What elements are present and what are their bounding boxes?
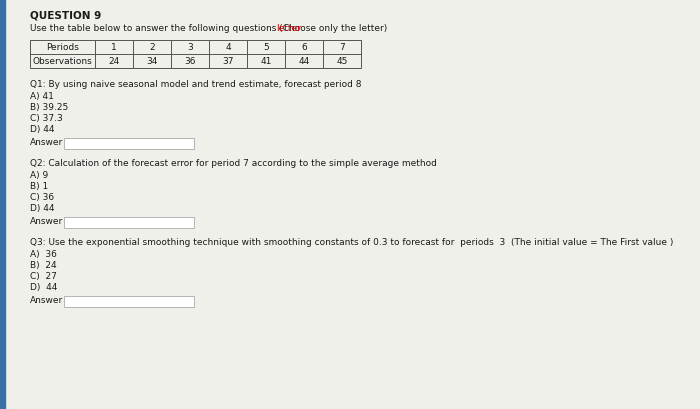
Text: 37: 37 — [223, 56, 234, 65]
Text: Q3: Use the exponential smoothing technique with smoothing constants of 0.3 to f: Q3: Use the exponential smoothing techni… — [30, 238, 673, 247]
Text: 4: 4 — [225, 43, 231, 52]
Text: 36: 36 — [184, 56, 196, 65]
Text: B) 1: B) 1 — [30, 182, 48, 191]
Text: 34: 34 — [146, 56, 158, 65]
Text: C) 37.3: C) 37.3 — [30, 114, 63, 123]
Text: 1: 1 — [111, 43, 117, 52]
Bar — [64, 217, 194, 228]
Text: Observations: Observations — [33, 56, 92, 65]
Text: D)  44: D) 44 — [30, 283, 57, 292]
Bar — [30, 40, 361, 68]
Text: C)  27: C) 27 — [30, 272, 57, 281]
Text: 44: 44 — [298, 56, 309, 65]
Text: 5: 5 — [263, 43, 269, 52]
Bar — [64, 138, 194, 149]
Text: C) 36: C) 36 — [30, 193, 54, 202]
Text: Use the table below to answer the following questions (Choose only the letter): Use the table below to answer the follow… — [30, 24, 387, 33]
Text: QUESTION 9: QUESTION 9 — [30, 10, 101, 20]
Text: 6: 6 — [301, 43, 307, 52]
Text: Answer: Answer — [30, 296, 63, 305]
Text: 2: 2 — [149, 43, 155, 52]
Text: Q1: By using naive seasonal model and trend estimate, forecast period 8: Q1: By using naive seasonal model and tr… — [30, 80, 361, 89]
Text: B) 39.25: B) 39.25 — [30, 103, 69, 112]
Bar — [0, 0, 5, 409]
Bar — [64, 296, 194, 307]
Text: Answer: Answer — [30, 217, 63, 226]
Text: Answer: Answer — [30, 138, 63, 147]
Text: A) 41: A) 41 — [30, 92, 54, 101]
Text: 41: 41 — [260, 56, 272, 65]
Text: A)  36: A) 36 — [30, 250, 57, 259]
Text: A) 9: A) 9 — [30, 171, 48, 180]
Text: 24: 24 — [108, 56, 120, 65]
Text: letter: letter — [276, 24, 301, 33]
Text: Q2: Calculation of the forecast error for period 7 according to the simple avera: Q2: Calculation of the forecast error fo… — [30, 159, 437, 168]
Text: Periods: Periods — [46, 43, 79, 52]
Text: 3: 3 — [187, 43, 193, 52]
Text: D) 44: D) 44 — [30, 125, 55, 134]
Text: 7: 7 — [339, 43, 345, 52]
Text: D) 44: D) 44 — [30, 204, 55, 213]
Text: B)  24: B) 24 — [30, 261, 57, 270]
Text: 45: 45 — [336, 56, 348, 65]
